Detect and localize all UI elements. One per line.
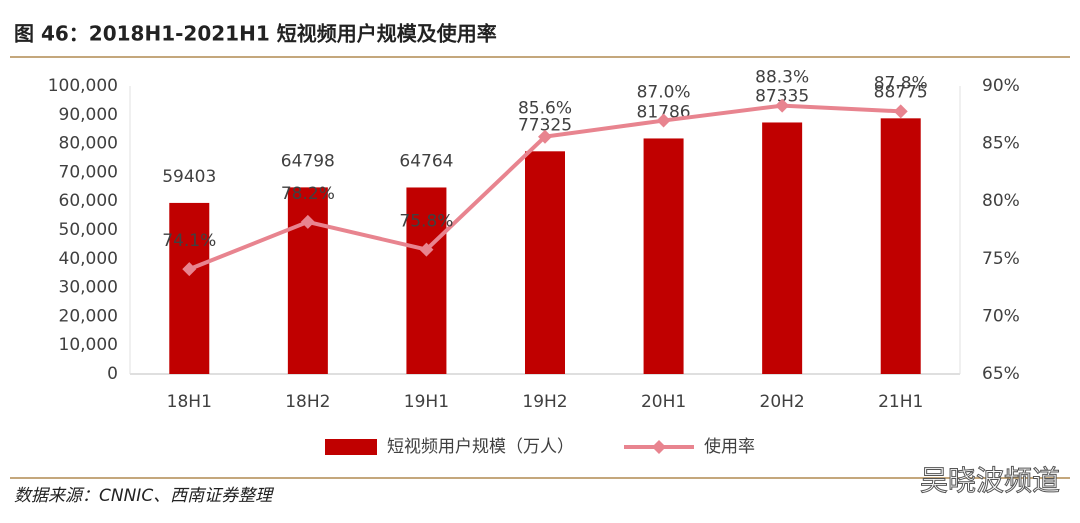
line-value-label: 74.1%: [162, 231, 216, 251]
y-tick-label: 70,000: [59, 162, 118, 182]
bar-value-label: 59403: [162, 167, 216, 187]
x-tick-label: 18H2: [285, 392, 330, 412]
legend-swatch: [652, 440, 666, 454]
y2-tick-label: 75%: [982, 249, 1020, 269]
bar: [406, 187, 447, 374]
line-value-label: 78.2%: [281, 184, 335, 204]
y-tick-label: 20,000: [59, 306, 118, 326]
bar-value-label: 77325: [518, 115, 572, 135]
line-value-label: 87.8%: [874, 73, 928, 93]
y-tick-label: 40,000: [59, 249, 118, 269]
bar: [169, 202, 210, 374]
y-tick-label: 80,000: [59, 134, 118, 154]
marker: [893, 104, 908, 119]
y2-tick-label: 70%: [982, 306, 1020, 326]
bar-value-label: 64798: [281, 151, 335, 171]
y2-tick-label: 85%: [982, 134, 1020, 154]
y-tick-label: 60,000: [59, 191, 118, 211]
marker: [419, 242, 434, 257]
y2-tick-label: 80%: [982, 191, 1020, 211]
bar-value-label: 88775: [874, 82, 928, 102]
watermark: 吴晓波频道: [920, 464, 1060, 497]
legend-label: 使用率: [704, 436, 755, 457]
line-value-label: 75.8%: [399, 212, 453, 232]
line-value-label: 85.6%: [518, 99, 572, 119]
y-tick-label: 90,000: [59, 105, 118, 125]
bar: [880, 118, 921, 374]
x-tick-label: 21H1: [878, 392, 923, 412]
marker: [300, 214, 315, 229]
y-tick-label: 30,000: [59, 278, 118, 298]
bar: [525, 151, 565, 374]
bar: [762, 122, 803, 375]
marker: [656, 113, 671, 128]
legend-label: 短视频用户规模（万人）: [387, 437, 574, 457]
bar-value-label: 64764: [399, 151, 453, 171]
x-tick-label: 20H2: [760, 392, 805, 412]
bar: [643, 138, 684, 374]
x-tick-label: 19H1: [404, 392, 449, 412]
y2-tick-label: 65%: [982, 364, 1020, 384]
x-tick-label: 18H1: [167, 392, 212, 412]
x-tick-label: 19H2: [522, 392, 567, 412]
y-tick-label: 10,000: [59, 335, 118, 355]
bar-value-label: 87335: [755, 86, 809, 106]
y-tick-label: 0: [107, 364, 118, 384]
line-value-label: 87.0%: [637, 83, 691, 103]
y2-tick-label: 90%: [982, 76, 1020, 96]
source: 数据来源：CNNIC、西南证券整理: [14, 486, 274, 506]
marker: [538, 129, 552, 144]
y-tick-label: 100,000: [48, 76, 118, 96]
chart-title: 图 46：2018H1-2021H1 短视频用户规模及使用率: [14, 22, 497, 46]
marker: [775, 98, 790, 113]
x-tick-label: 20H1: [641, 392, 686, 412]
y-tick-label: 50,000: [59, 220, 118, 240]
marker: [182, 262, 197, 277]
legend-swatch: [325, 439, 377, 455]
line-value-label: 88.3%: [755, 68, 809, 88]
